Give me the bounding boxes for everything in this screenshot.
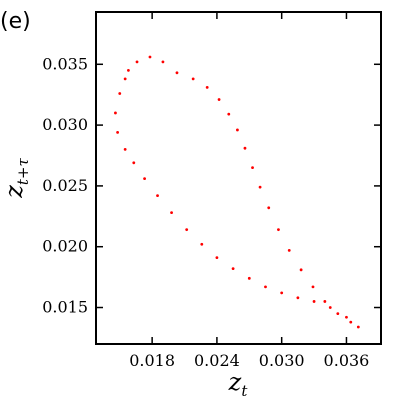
data-point [349,320,353,324]
data-point [148,55,152,59]
data-point [227,112,231,116]
x-axis-ticks: 0.018 0.024 0.030 0.036 [129,12,369,370]
data-point [135,60,139,64]
data-point [185,228,189,232]
data-point [215,256,219,260]
plot-frame [95,11,382,345]
y-axis-label-sub: t+τ [14,158,32,186]
x-axis-label-base: z [228,368,242,396]
data-point [114,111,117,115]
x-tick-label: 0.036 [324,351,370,370]
data-point [243,146,247,150]
x-tick-label: 0.018 [129,351,175,370]
x-axis-label-sub: t [241,382,248,400]
data-point [264,285,267,289]
data-point [287,248,291,252]
data-point [156,194,159,198]
data-point [170,211,173,215]
y-tick-label: 0.035 [42,54,88,73]
data-point [126,68,130,72]
data-point [247,276,251,280]
y-axis-ticks: 0.015 0.020 0.025 0.030 0.035 [42,54,381,317]
data-point [277,228,280,232]
data-point [251,166,254,170]
x-tick-label: 0.024 [194,351,240,370]
y-axis-label-base: z [0,185,28,199]
data-point [267,206,271,210]
data-point [231,267,235,270]
data-point [312,300,316,303]
data-point [161,60,165,64]
y-tick-label: 0.025 [42,176,88,195]
x-axis-label: zt [228,368,249,400]
data-point [118,92,122,95]
y-axis-label: zt+τ [0,158,32,199]
y-tick-label: 0.020 [42,237,88,256]
data-point [311,285,315,289]
panel-label: (e) [0,9,31,34]
data-point [299,268,303,272]
data-point [191,77,195,81]
data-point [336,312,340,315]
x-tick-label: 0.030 [259,351,305,370]
data-point [323,300,327,303]
data-point [132,161,136,165]
data-point [328,306,332,309]
data-point [200,242,204,246]
data-point [123,77,127,81]
data-point [217,98,221,101]
data-point [356,325,360,329]
data-point [123,148,127,151]
data-point [116,131,119,134]
data-point [175,71,179,75]
data-point [296,296,300,300]
y-tick-label: 0.015 [42,298,88,317]
data-point [258,185,262,189]
data-point [280,291,284,295]
data-point [345,315,348,319]
data-point [143,177,146,181]
data-point [236,128,239,132]
data-point [205,86,209,89]
y-tick-label: 0.030 [42,115,88,134]
scatter-points [114,55,360,329]
